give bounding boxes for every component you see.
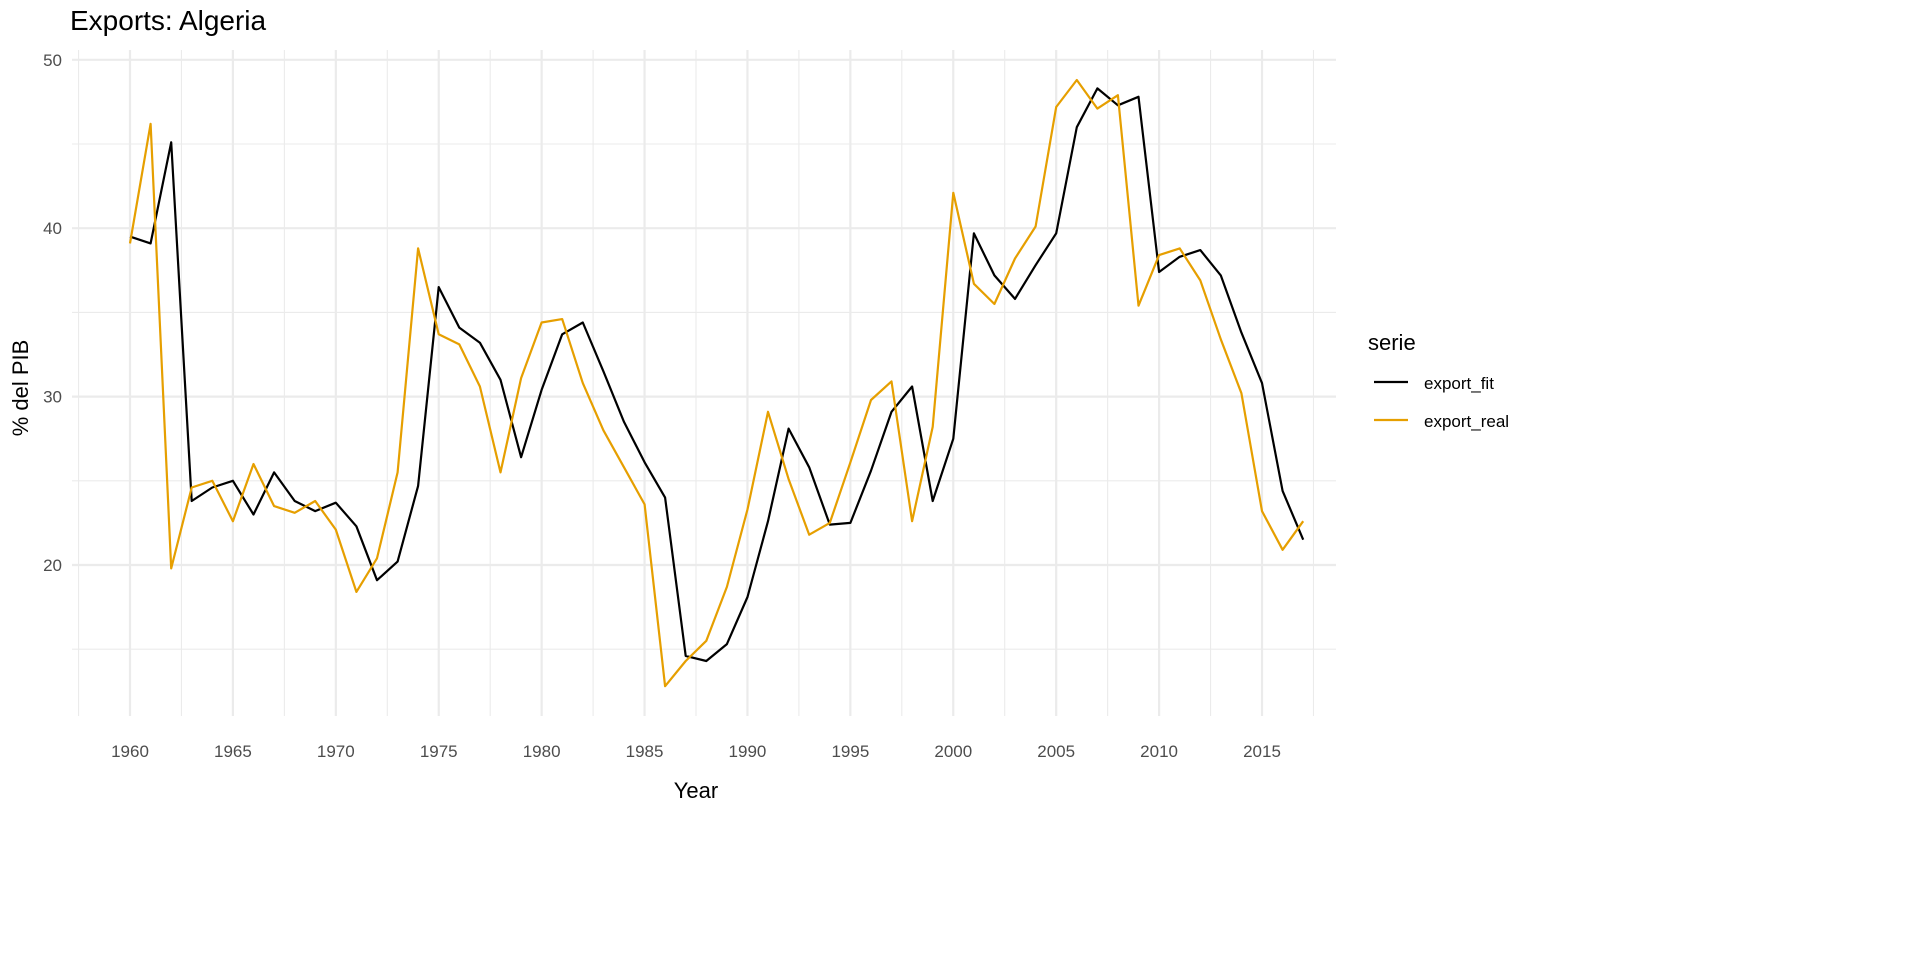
x-axis-label: Year — [674, 778, 718, 803]
legend: serie export_fit export_real — [1368, 330, 1509, 431]
x-tick-label: 1995 — [831, 742, 869, 761]
x-tick-label: 1990 — [729, 742, 767, 761]
x-tick-labels: 1960 1965 1970 1975 1980 1985 1990 1995 2000 2005… — [111, 742, 1281, 761]
grid — [72, 50, 1336, 716]
series-line-export-real — [128, 78, 1305, 688]
y-tick-label: 20 — [43, 556, 62, 575]
series-line-export-fit — [129, 87, 1305, 663]
y-tick-label: 50 — [43, 51, 62, 70]
x-tick-label: 1975 — [420, 742, 458, 761]
y-tick-labels: 20 30 40 50 — [43, 51, 62, 575]
x-tick-label: 2005 — [1037, 742, 1075, 761]
legend-label-export-fit: export_fit — [1424, 374, 1494, 393]
x-tick-label: 1985 — [626, 742, 664, 761]
x-tick-label: 1965 — [214, 742, 252, 761]
legend-label-export-real: export_real — [1424, 412, 1509, 431]
x-tick-label: 2015 — [1243, 742, 1281, 761]
x-tick-label: 2000 — [934, 742, 972, 761]
series-lines — [128, 78, 1305, 688]
x-tick-label: 2010 — [1140, 742, 1178, 761]
x-tick-label: 1970 — [317, 742, 355, 761]
y-tick-label: 30 — [43, 388, 62, 407]
x-tick-label: 1980 — [523, 742, 561, 761]
legend-title: serie — [1368, 330, 1416, 355]
y-axis-label: % del PIB — [8, 340, 33, 437]
x-tick-label: 1960 — [111, 742, 149, 761]
chart-title: Exports: Algeria — [70, 5, 267, 36]
y-tick-label: 40 — [43, 219, 62, 238]
